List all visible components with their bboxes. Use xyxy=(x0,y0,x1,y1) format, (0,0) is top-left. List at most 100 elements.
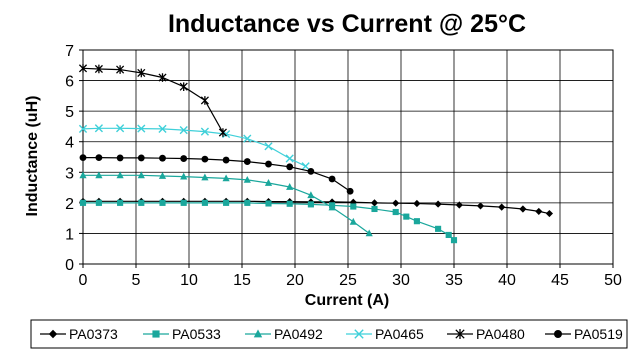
y-tick-label: 6 xyxy=(65,74,74,91)
legend-entries: PA0373 PA0533 PA0492 PA0465 PA0480 PA0519 xyxy=(40,326,623,342)
y-tick-label: 4 xyxy=(65,135,74,152)
data-point xyxy=(545,209,553,218)
data-point xyxy=(370,199,379,207)
x-axis-label: Current (A) xyxy=(305,292,389,309)
data-point xyxy=(222,156,230,164)
x-tick-label: 10 xyxy=(180,272,198,289)
y-tick-label: 3 xyxy=(65,165,74,182)
data-point xyxy=(328,198,336,206)
data-point xyxy=(307,191,315,199)
data-point xyxy=(350,203,357,210)
data-point xyxy=(328,175,336,183)
data-point xyxy=(159,199,166,206)
data-point xyxy=(264,179,273,186)
data-point xyxy=(116,124,125,133)
legend-swatch-marker xyxy=(48,329,58,339)
y-tick-label: 7 xyxy=(65,43,74,60)
data-point xyxy=(243,134,252,143)
y-tick-label: 2 xyxy=(65,196,74,213)
legend-swatch-marker xyxy=(554,330,562,338)
data-point xyxy=(413,199,421,208)
series-line xyxy=(82,67,224,133)
legend-swatch-marker xyxy=(253,329,263,338)
legend-swatch-marker xyxy=(152,330,160,338)
data-point xyxy=(285,154,294,163)
x-tick-label: 25 xyxy=(339,272,357,289)
data-point xyxy=(222,174,230,182)
data-point xyxy=(535,207,543,216)
data-point xyxy=(307,201,314,208)
data-point xyxy=(403,213,410,220)
data-point xyxy=(94,64,103,74)
y-tick-label: 0 xyxy=(65,257,74,274)
data-point xyxy=(94,124,103,133)
legend-label: PA0533 xyxy=(172,326,221,342)
x-tick-label: 50 xyxy=(604,272,622,289)
data-point xyxy=(180,199,187,206)
data-point xyxy=(244,199,251,206)
data-point xyxy=(218,128,227,137)
data-point xyxy=(286,200,293,207)
x-tick-label: 40 xyxy=(498,272,516,289)
legend-swatch-marker xyxy=(354,329,364,339)
y-tick-label: 1 xyxy=(65,226,74,243)
data-point xyxy=(116,65,125,74)
legend-swatch-marker xyxy=(455,328,465,340)
data-point xyxy=(265,200,272,207)
data-point xyxy=(179,126,188,135)
data-point xyxy=(455,201,463,209)
data-point xyxy=(349,217,357,225)
legend-entry-PA0373: PA0373 xyxy=(40,326,118,342)
data-point xyxy=(307,167,315,175)
data-point xyxy=(223,199,230,206)
series-PA0492 xyxy=(79,171,373,237)
legend-entry-PA0480: PA0480 xyxy=(447,326,525,342)
legend-label: PA0519 xyxy=(574,326,623,342)
data-point xyxy=(95,171,103,179)
data-point xyxy=(137,154,145,162)
x-tick-label: 35 xyxy=(445,272,463,289)
legend-entry-PA0519: PA0519 xyxy=(545,326,623,342)
data-point xyxy=(243,175,251,183)
data-point xyxy=(137,68,146,78)
data-point xyxy=(301,162,310,171)
data-series xyxy=(78,64,553,244)
data-point xyxy=(138,199,145,206)
data-point xyxy=(434,200,442,208)
data-point xyxy=(392,199,400,207)
series-line xyxy=(83,157,351,192)
series-PA0480 xyxy=(78,64,227,137)
data-point xyxy=(371,205,378,213)
chart-title: Inductance vs Current @ 25°C xyxy=(168,10,526,38)
data-point xyxy=(79,199,87,206)
data-point xyxy=(201,173,209,181)
data-point xyxy=(243,158,251,166)
data-point xyxy=(476,202,485,210)
data-point xyxy=(158,171,167,179)
x-tick-label: 30 xyxy=(392,272,410,289)
data-point xyxy=(95,154,103,162)
data-point xyxy=(137,124,146,133)
data-point xyxy=(445,231,452,239)
data-point xyxy=(328,203,336,211)
data-point xyxy=(179,82,188,92)
data-point xyxy=(200,96,209,105)
data-point xyxy=(78,64,88,73)
data-point xyxy=(264,142,273,151)
legend-label: PA0465 xyxy=(375,326,424,342)
data-point xyxy=(79,154,87,162)
data-point xyxy=(265,160,272,168)
data-point xyxy=(201,155,209,163)
data-point xyxy=(413,218,420,225)
data-point xyxy=(286,163,294,171)
legend-label: PA0480 xyxy=(476,326,525,342)
x-tick-label: 45 xyxy=(551,272,569,289)
legend-label: PA0492 xyxy=(274,326,323,342)
y-tick-label: 5 xyxy=(65,104,74,121)
data-point xyxy=(116,154,124,162)
data-point xyxy=(95,199,102,206)
series-PA0465 xyxy=(78,124,310,171)
data-point xyxy=(346,187,354,195)
series-PA0519 xyxy=(79,154,354,195)
gridlines xyxy=(82,49,614,265)
